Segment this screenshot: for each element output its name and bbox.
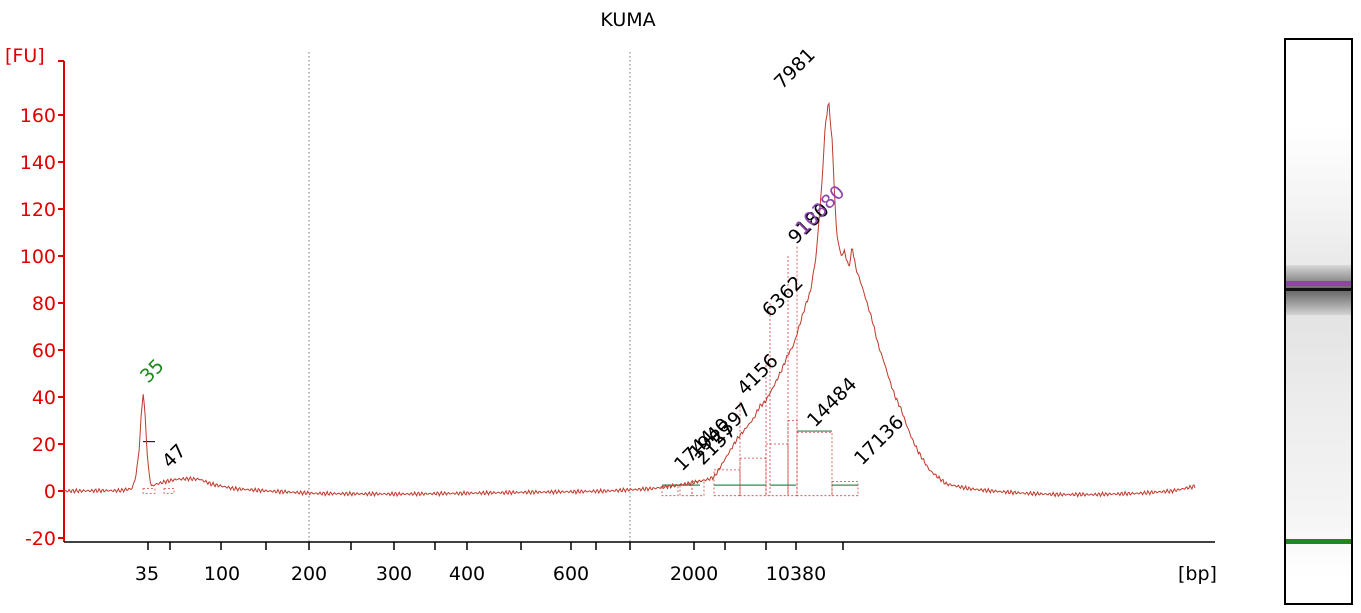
y-tick-label: 0: [44, 481, 56, 503]
y-tick-label: 140: [20, 152, 56, 174]
x-tick-label: 35: [135, 563, 159, 585]
x-tick-label: 2000: [670, 563, 718, 585]
y-tick-label: 60: [32, 340, 56, 362]
y-tick-label: 100: [20, 246, 56, 268]
gel-upper-marker-band: [1286, 281, 1351, 286]
gel-main-band: [1286, 288, 1351, 291]
y-tick-label: 160: [20, 105, 56, 127]
peak-region: [739, 457, 767, 497]
peak-label: 6362: [758, 272, 808, 322]
y-tick-label: 40: [32, 387, 56, 409]
peak-region: [765, 443, 789, 497]
y-tick-label: 80: [32, 293, 56, 315]
y-tick-label: 120: [20, 199, 56, 221]
peak-region: [796, 431, 833, 497]
gel-lower-marker-band: [1286, 539, 1351, 544]
chart-title: KUMA: [600, 9, 655, 31]
x-tick-label: 300: [376, 563, 412, 585]
peak-label: 35: [136, 355, 169, 388]
x-tick-label: 200: [291, 563, 327, 585]
peak-label: 14484: [803, 373, 861, 431]
y-axis-label: [FU]: [5, 45, 45, 67]
peak-label: 47: [158, 440, 191, 473]
peak-region: [163, 488, 175, 494]
x-tick-label: 100: [204, 563, 240, 585]
peak-region: [787, 420, 798, 497]
y-tick-label: 20: [32, 434, 56, 456]
x-tick-label: 10380: [766, 563, 826, 585]
gel-lane-image: [1284, 38, 1353, 605]
x-axis-label: [bp]: [1178, 563, 1217, 585]
electropherogram-trace: [63, 101, 1196, 498]
gel-smear: [1286, 126, 1351, 578]
peak-label: 17136: [850, 411, 908, 469]
peak-region: [713, 469, 741, 497]
x-tick-label: 400: [449, 563, 485, 585]
peak-region: [142, 488, 156, 494]
x-tick-label: 600: [553, 563, 589, 585]
peak-label: 7981: [770, 44, 820, 94]
y-tick-label: -20: [25, 528, 56, 550]
peak-label: 4156: [733, 350, 783, 400]
peak-label: 10380: [791, 181, 849, 239]
peak-region: [831, 481, 859, 497]
